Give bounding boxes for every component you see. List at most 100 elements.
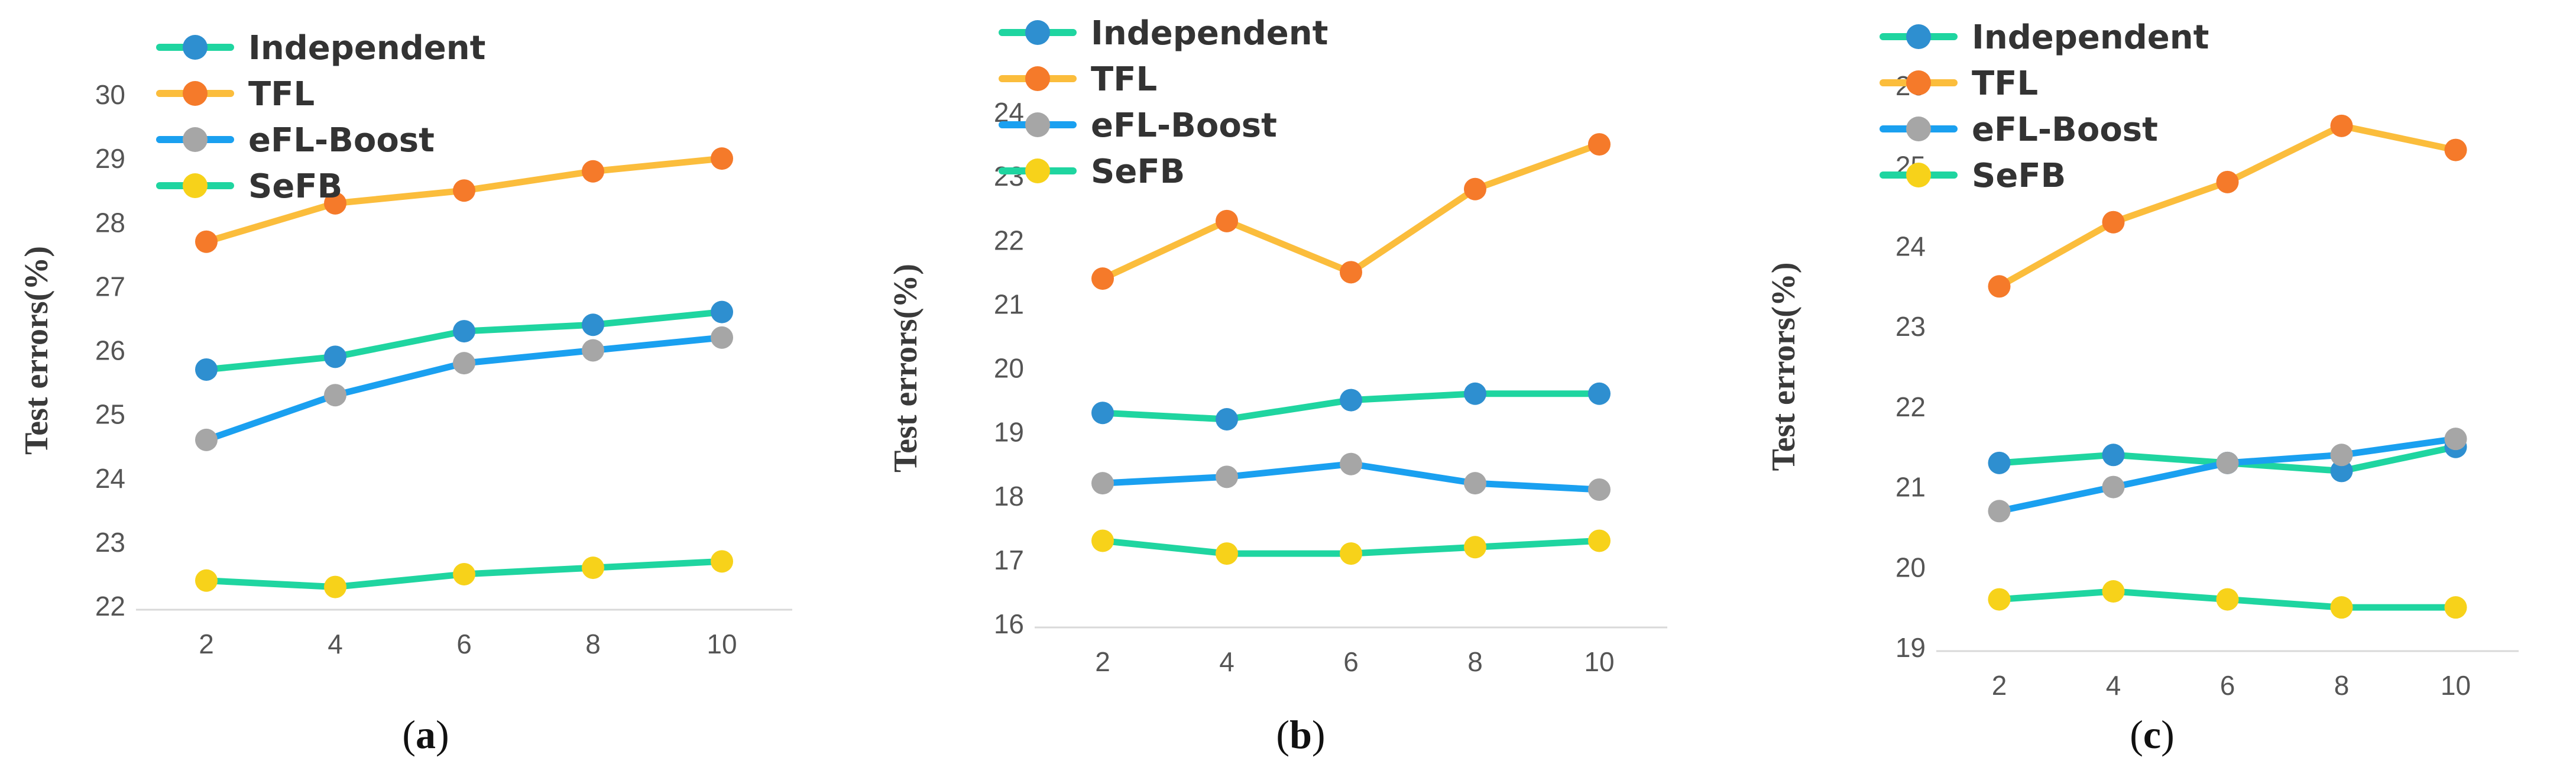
data-point-independent	[324, 345, 346, 368]
data-point-efl-boost	[582, 339, 604, 362]
legend-label: TFL	[248, 75, 315, 114]
legend-label: eFL-Boost	[248, 121, 435, 160]
x-tick-label: 6	[2220, 670, 2235, 701]
y-tick-label: 17	[994, 545, 1024, 575]
data-point-efl-boost	[2444, 428, 2467, 451]
data-point-tfl	[1216, 209, 1238, 232]
caption-paren-open: (	[402, 712, 416, 757]
legend-marker	[183, 81, 208, 106]
caption-letter: b	[1289, 712, 1312, 757]
data-point-independent	[711, 300, 733, 323]
data-point-efl-boost	[1988, 500, 2011, 523]
panel-caption: (b)	[1276, 712, 1325, 757]
data-point-efl-boost	[1588, 478, 1611, 501]
series-line-tfl	[1996, 122, 2459, 290]
data-point-independent	[1464, 382, 1486, 405]
legend-marker	[1025, 112, 1050, 137]
data-point-efl-boost	[453, 352, 475, 375]
data-point-sefb	[2444, 596, 2467, 619]
data-point-tfl	[2444, 138, 2467, 161]
data-point-sefb	[1464, 536, 1486, 559]
y-tick-label: 22	[95, 591, 125, 622]
legend-marker	[1906, 116, 1931, 141]
data-point-independent	[195, 358, 218, 381]
y-tick-label: 23	[95, 527, 125, 558]
legend-marker	[1025, 158, 1050, 183]
data-point-tfl	[1091, 267, 1114, 290]
legend-marker	[1906, 163, 1931, 187]
data-point-independent	[1988, 451, 2011, 474]
caption-paren-close: )	[1312, 712, 1326, 757]
data-point-tfl	[2102, 211, 2125, 234]
y-tick-label: 19	[1895, 632, 1926, 663]
data-point-efl-boost	[1464, 472, 1486, 495]
legend-label: SeFB	[248, 167, 342, 206]
legend-label: TFL	[1972, 64, 2038, 103]
caption-paren-open: (	[1276, 712, 1289, 757]
y-tick-label: 21	[994, 289, 1024, 319]
y-axis-label: Test errors(%)	[1765, 262, 1802, 471]
legend-label: TFL	[1091, 60, 1157, 99]
data-point-efl-boost	[2216, 451, 2239, 474]
panel-caption: (a)	[402, 712, 449, 757]
x-tick-label: 10	[2441, 670, 2471, 701]
data-point-sefb	[582, 556, 604, 580]
legend-marker	[1906, 24, 1931, 49]
data-point-tfl	[453, 179, 475, 202]
data-point-sefb	[453, 562, 475, 585]
x-tick-label: 4	[2106, 670, 2121, 701]
x-tick-label: 4	[1219, 646, 1234, 677]
legend-marker	[1906, 70, 1931, 95]
y-tick-label: 20	[994, 353, 1024, 384]
y-tick-label: 18	[994, 481, 1024, 512]
legend-label: SeFB	[1091, 153, 1185, 191]
data-point-sefb	[1340, 542, 1362, 565]
y-tick-label: 26	[95, 335, 125, 366]
caption-paren-close: )	[436, 712, 449, 757]
data-point-sefb	[2330, 596, 2353, 619]
y-axis-label: Test errors(%)	[887, 264, 924, 472]
data-point-sefb	[324, 575, 346, 598]
data-point-efl-boost	[324, 384, 346, 407]
y-tick-label: 30	[95, 79, 125, 110]
x-tick-label: 8	[2334, 670, 2350, 701]
data-point-efl-boost	[2330, 444, 2353, 467]
data-point-independent	[582, 313, 604, 336]
x-tick-label: 4	[328, 629, 343, 659]
y-tick-label: 27	[95, 271, 125, 302]
legend-label: Independent	[1972, 18, 2209, 57]
data-point-tfl	[195, 230, 218, 253]
x-tick-label: 8	[585, 629, 601, 659]
data-point-tfl	[1340, 261, 1362, 284]
y-tick-label: 21	[1895, 472, 1926, 503]
y-tick-label: 24	[1895, 231, 1926, 261]
x-tick-label: 6	[1343, 646, 1359, 677]
data-point-sefb	[2102, 580, 2125, 603]
x-tick-label: 2	[1095, 646, 1110, 677]
data-point-sefb	[1216, 542, 1238, 565]
data-point-tfl	[2216, 170, 2239, 193]
caption-paren-open: (	[2130, 712, 2143, 757]
data-point-tfl	[711, 147, 733, 170]
y-tick-label: 16	[994, 609, 1024, 639]
data-point-tfl	[2330, 114, 2353, 137]
legend-marker	[183, 127, 208, 152]
x-tick-label: 8	[1467, 646, 1483, 677]
legend-label: Independent	[248, 29, 485, 67]
legend-label: eFL-Boost	[1972, 111, 2158, 149]
y-tick-label: 20	[1895, 552, 1926, 582]
x-tick-label: 2	[1992, 670, 2007, 701]
data-point-efl-boost	[195, 428, 218, 451]
y-tick-label: 24	[95, 463, 125, 494]
y-tick-label: 29	[95, 143, 125, 174]
data-point-sefb	[1588, 529, 1611, 552]
y-tick-label: 28	[95, 207, 125, 238]
x-tick-label: 6	[456, 629, 472, 659]
legend-marker	[183, 173, 208, 198]
data-point-independent	[1588, 382, 1611, 405]
data-point-independent	[2102, 444, 2125, 467]
y-tick-label: 19	[994, 417, 1024, 448]
data-point-independent	[1340, 389, 1362, 412]
